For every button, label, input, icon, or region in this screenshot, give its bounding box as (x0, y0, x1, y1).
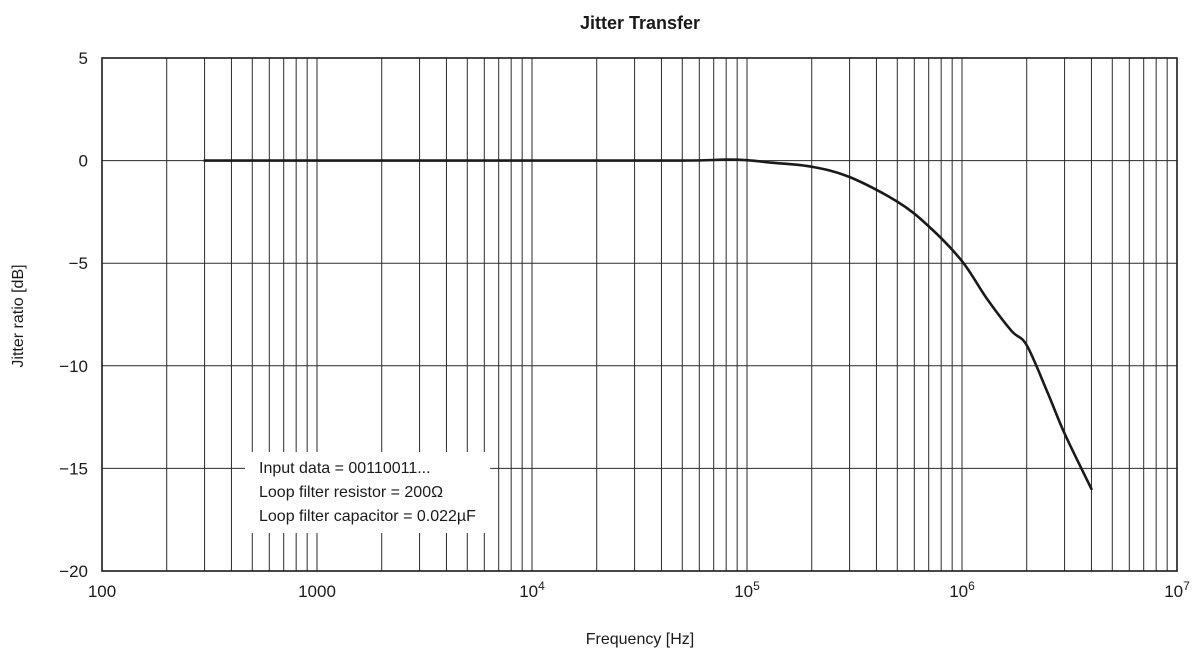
plot-frame (101, 57, 1178, 572)
y-axis-label: Jitter ratio [dB] (10, 264, 27, 367)
annotation-line-resistor: Loop filter resistor = 200Ω (259, 484, 443, 501)
y-tick-labels: 5 0 −5 −10 −15 −20 (59, 49, 88, 581)
y-tick-label: −15 (59, 459, 88, 478)
x-axis-label: Frequency [Hz] (586, 631, 694, 648)
annotation-line-input-data: Input data = 00110011... (259, 460, 431, 477)
y-tick-label: 0 (79, 152, 88, 171)
y-tick-label: 5 (79, 49, 88, 68)
series-line (203, 158, 1093, 491)
x-tick-label: 107 (1164, 579, 1190, 601)
x-tick-label: 1000 (298, 582, 336, 601)
x-tick-label: 105 (734, 579, 760, 601)
x-tick-label: 106 (949, 579, 975, 601)
series (203, 158, 1093, 491)
x-tick-label: 104 (519, 579, 545, 601)
annotation-background (245, 452, 491, 533)
chart-title: Jitter Transfer (580, 13, 700, 33)
y-tick-label: −20 (59, 562, 88, 581)
y-tick-label: −10 (59, 357, 88, 376)
x-tick-label: 100 (88, 582, 116, 601)
annotation-line-capacitor: Loop filter capacitor = 0.022µF (259, 508, 476, 525)
x-tick-labels: 100 1000 104 105 106 107 (88, 579, 1190, 601)
y-tick-label: −5 (69, 254, 88, 273)
annotation-box: Input data = 00110011... Loop filter res… (245, 452, 491, 533)
